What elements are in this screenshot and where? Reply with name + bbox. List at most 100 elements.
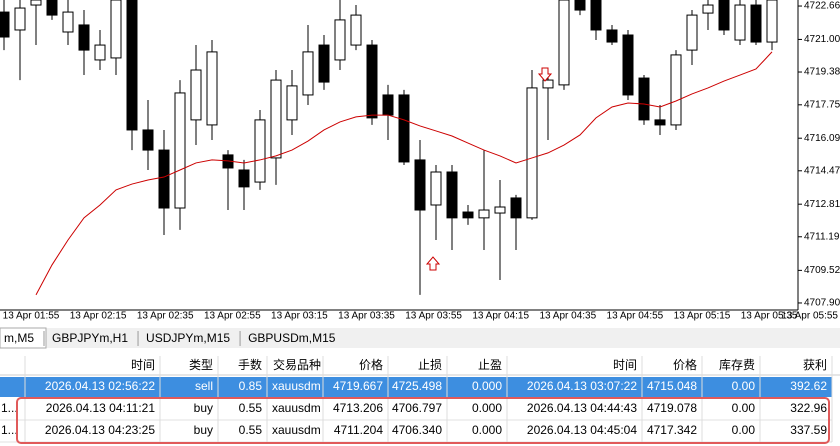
x-tick-label: 13 Apr 02:35 [137,311,194,322]
y-tick-label: 4717.75 [804,99,840,110]
cell[interactable]: 2026.04.13 04:11:21 [46,401,156,415]
header-cell: 时间 [131,358,155,372]
row-selected[interactable] [0,377,832,397]
header-cell: 类型 [189,358,213,372]
tab-label[interactable]: GBPJPYm,H1 [52,331,128,345]
y-tick-label: 4707.90 [804,298,840,309]
plot [0,0,778,296]
cell[interactable]: 0.55 [239,423,263,437]
table-bg [0,356,840,446]
cell[interactable]: 4706.340 [392,423,442,437]
cell[interactable]: 0.00 [732,423,756,437]
candle-body [398,94,410,163]
highlight-box [16,397,830,444]
candle-body [174,92,186,209]
candle-body [414,159,426,211]
tab-label[interactable]: m,M5 [4,331,34,345]
candle-body [334,19,346,61]
cell[interactable]: 2026.04.13 03:07:22 [527,379,637,393]
tab-label[interactable]: GBPUSDm,M15 [248,331,336,345]
cell[interactable]: 2026.04.13 02:56:22 [45,379,155,393]
candle-body [430,171,442,206]
cell[interactable]: 2026.04.13 04:45:04 [527,423,637,437]
cell[interactable]: 0.00 [732,379,756,393]
cell[interactable]: 4706.797 [392,401,442,415]
header-cell: 止盈 [478,358,502,372]
cell[interactable]: 322.96 [790,401,827,415]
header-cell: 止损 [418,358,442,372]
x-tick-label: 13 Apr 05:35 [741,311,798,322]
candle-body [78,24,90,51]
buy-arrow [425,256,441,271]
cell[interactable]: buy [194,423,213,437]
candle-body [638,77,650,121]
cell[interactable]: 0.000 [472,423,502,437]
cell[interactable]: xauusdm [272,379,321,393]
header-cell: 价格 [673,357,697,372]
cell[interactable]: sell [195,379,213,393]
candle-body [718,0,730,31]
y-tick-label: 4721.00 [804,34,840,45]
y-tick-label: 4719.38 [804,67,840,78]
cell[interactable]: 4715.048 [647,379,697,393]
header-cell: 获利 [803,358,827,372]
candle-body [14,7,26,31]
candle-body [462,211,474,219]
candle-body [270,79,282,159]
y-tick-label: 4709.52 [804,265,840,276]
candle-body [366,44,378,119]
cell[interactable]: 0.000 [472,379,502,393]
cell[interactable]: 4725.498 [392,379,442,393]
x-tick-label: 13 Apr 05:15 [674,311,731,322]
cell[interactable]: 392.62 [790,379,827,393]
candle-body [686,14,698,51]
cell[interactable]: 4719.667 [333,379,383,393]
candle-body [158,149,170,209]
cell[interactable]: 0.85 [239,379,263,393]
sell-arrow [537,67,553,82]
cell[interactable]: 0.55 [239,401,263,415]
candle-body [494,206,506,214]
cell[interactable]: 4713.206 [333,401,383,415]
cell[interactable]: 2026.04.13 04:44:43 [527,401,637,415]
cell[interactable]: xauusdm [272,401,321,415]
x-tick-label: 13 Apr 03:15 [271,311,328,322]
row-id: 1... [1,401,18,415]
tab-active[interactable] [0,327,47,349]
cell[interactable]: 4719.078 [647,401,697,415]
header-cell: 时间 [613,358,637,372]
y-tick-label: 4711.19 [804,231,840,242]
cell[interactable]: 0.00 [732,401,756,415]
x-tick-label: 13 Apr 04:35 [539,311,596,322]
header-cell: 交易品种 [273,357,321,372]
header-cell: 手数 [238,357,262,372]
y-tick-label: 4714.47 [804,165,840,176]
candle-body [110,0,122,59]
candle-body [142,129,154,151]
candle-body [702,4,714,14]
cell[interactable]: xauusdm [272,423,321,437]
candle-body [654,119,666,126]
candle-body [670,54,682,126]
y-tick-label: 4716.09 [804,133,840,144]
tab-label[interactable]: USDJPYm,M15 [146,331,230,345]
cell[interactable]: buy [194,401,213,415]
x-tick-label: 13 Apr 03:55 [405,311,462,322]
candle-body [382,94,394,116]
cell[interactable]: 4717.342 [647,423,697,437]
candle-body [46,0,58,16]
candle-body [606,29,618,43]
candle-body [558,0,570,86]
candle-body [574,0,586,11]
candle-body [478,209,490,219]
cell[interactable]: 4711.204 [334,423,383,437]
candle-body [542,79,554,89]
cell[interactable]: 2026.04.13 04:23:25 [45,423,155,437]
cell[interactable]: 0.000 [472,401,502,415]
moving-average [35,51,773,296]
candle-body [302,51,314,96]
candle-body [190,69,202,121]
cell[interactable]: 337.59 [790,423,827,437]
